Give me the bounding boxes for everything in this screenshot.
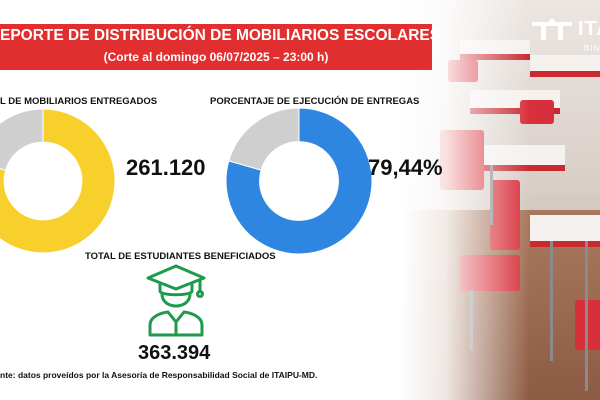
students-label: TOTAL DE ESTUDIANTES BENEFICIADOS bbox=[85, 251, 276, 262]
donut-slice-ejecutado bbox=[225, 107, 373, 255]
logo-brand: ITA bbox=[578, 18, 600, 40]
furniture-donut-chart bbox=[0, 108, 116, 254]
photo-desk bbox=[530, 55, 600, 77]
donut-slice-pendiente bbox=[228, 107, 300, 171]
header-banner: EPORTE DE DISTRIBUCIÓN DE MOBILIARIOS ES… bbox=[0, 24, 441, 70]
students-value: 363.394 bbox=[138, 342, 211, 364]
photo-desk bbox=[530, 215, 600, 247]
execution-label: PORCENTAJE DE EJECUCIÓN DE ENTREGAS bbox=[210, 96, 420, 107]
furniture-value: 261.120 bbox=[126, 155, 206, 180]
source-note: nte: datos proveídos por la Asesoría de … bbox=[0, 370, 318, 380]
logo-subtext: BINA bbox=[584, 44, 600, 53]
donut-slice-entregados bbox=[0, 108, 116, 254]
photo-leg bbox=[585, 241, 588, 391]
photo-leg bbox=[550, 241, 553, 361]
graduate-student-icon bbox=[146, 264, 206, 337]
execution-value: 79,44% bbox=[368, 155, 443, 180]
execution-donut-chart bbox=[225, 107, 373, 255]
page-title: EPORTE DE DISTRIBUCIÓN DE MOBILIARIOS ES… bbox=[0, 27, 441, 44]
furniture-label: L DE MOBILIARIOS ENTREGADOS bbox=[0, 96, 158, 107]
itaipu-logo-icon bbox=[532, 18, 572, 40]
page-subtitle: (Corte al domingo 06/07/2025 – 23:00 h) bbox=[103, 50, 329, 64]
donut-slice-pendiente bbox=[0, 108, 44, 171]
